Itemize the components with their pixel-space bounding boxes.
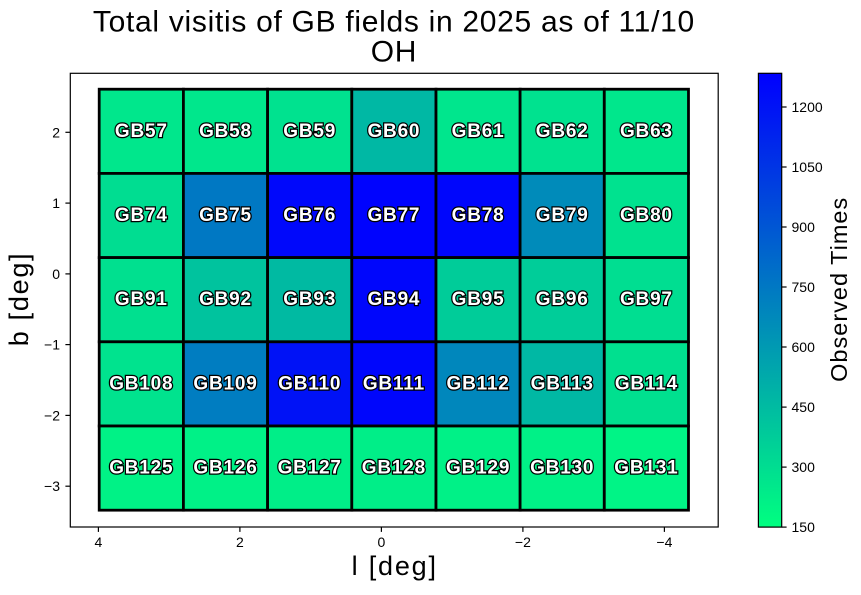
svg-text:GB126: GB126 [193, 458, 257, 479]
svg-text:GB112: GB112 [447, 373, 510, 394]
svg-text:GB57: GB57 [115, 121, 168, 142]
svg-text:GB110: GB110 [278, 373, 341, 394]
svg-text:GB97: GB97 [620, 289, 673, 310]
svg-text:GB58: GB58 [199, 121, 252, 142]
svg-text:2: 2 [52, 124, 60, 140]
svg-text:0: 0 [52, 266, 60, 282]
svg-text:1050: 1050 [792, 159, 823, 175]
svg-text:GB61: GB61 [452, 121, 505, 142]
svg-text:4: 4 [95, 534, 103, 550]
svg-text:GB59: GB59 [283, 121, 336, 142]
svg-text:GB108: GB108 [109, 373, 173, 394]
svg-text:GB91: GB91 [115, 289, 168, 310]
svg-text:GB60: GB60 [367, 121, 420, 142]
svg-text:GB130: GB130 [530, 458, 594, 479]
svg-text:450: 450 [792, 399, 816, 415]
svg-text:GB94: GB94 [367, 289, 420, 310]
svg-text:1: 1 [52, 195, 60, 211]
svg-text:OH: OH [371, 36, 417, 69]
svg-text:GB77: GB77 [367, 205, 420, 226]
svg-text:GB93: GB93 [283, 289, 336, 310]
svg-text:GB129: GB129 [446, 458, 510, 479]
svg-text:GB113: GB113 [531, 373, 594, 394]
svg-text:GB96: GB96 [536, 289, 589, 310]
svg-text:GB125: GB125 [109, 458, 173, 479]
svg-text:GB78: GB78 [452, 205, 505, 226]
svg-text:GB127: GB127 [278, 458, 342, 479]
svg-text:GB111: GB111 [363, 373, 425, 394]
svg-text:900: 900 [792, 219, 816, 235]
svg-text:1200: 1200 [792, 99, 823, 115]
svg-text:−4: −4 [656, 534, 672, 550]
svg-text:GB92: GB92 [199, 289, 252, 310]
svg-text:Observed Times: Observed Times [826, 197, 852, 382]
svg-text:GB75: GB75 [199, 205, 252, 226]
svg-text:−1: −1 [44, 337, 60, 353]
svg-text:2: 2 [236, 534, 244, 550]
svg-text:300: 300 [792, 459, 816, 475]
svg-text:Total visitis of GB fields in: Total visitis of GB fields in 2025 as of… [93, 6, 695, 39]
svg-text:150: 150 [792, 519, 816, 535]
svg-text:GB80: GB80 [620, 205, 673, 226]
svg-text:GB79: GB79 [536, 205, 589, 226]
svg-text:GB74: GB74 [115, 205, 168, 226]
svg-text:−3: −3 [44, 478, 60, 494]
svg-text:GB114: GB114 [615, 373, 678, 394]
svg-text:600: 600 [792, 339, 816, 355]
svg-text:−2: −2 [44, 407, 60, 423]
svg-text:GB63: GB63 [620, 121, 673, 142]
svg-text:GB131: GB131 [614, 458, 678, 479]
svg-text:b [deg]: b [deg] [4, 252, 34, 346]
svg-text:0: 0 [378, 534, 386, 550]
svg-text:GB95: GB95 [452, 289, 505, 310]
svg-text:GB62: GB62 [536, 121, 589, 142]
svg-text:GB109: GB109 [193, 373, 257, 394]
svg-text:l [deg]: l [deg] [352, 551, 438, 581]
svg-text:750: 750 [792, 279, 816, 295]
svg-text:GB76: GB76 [283, 205, 336, 226]
svg-text:−2: −2 [515, 534, 531, 550]
svg-text:GB128: GB128 [362, 458, 426, 479]
